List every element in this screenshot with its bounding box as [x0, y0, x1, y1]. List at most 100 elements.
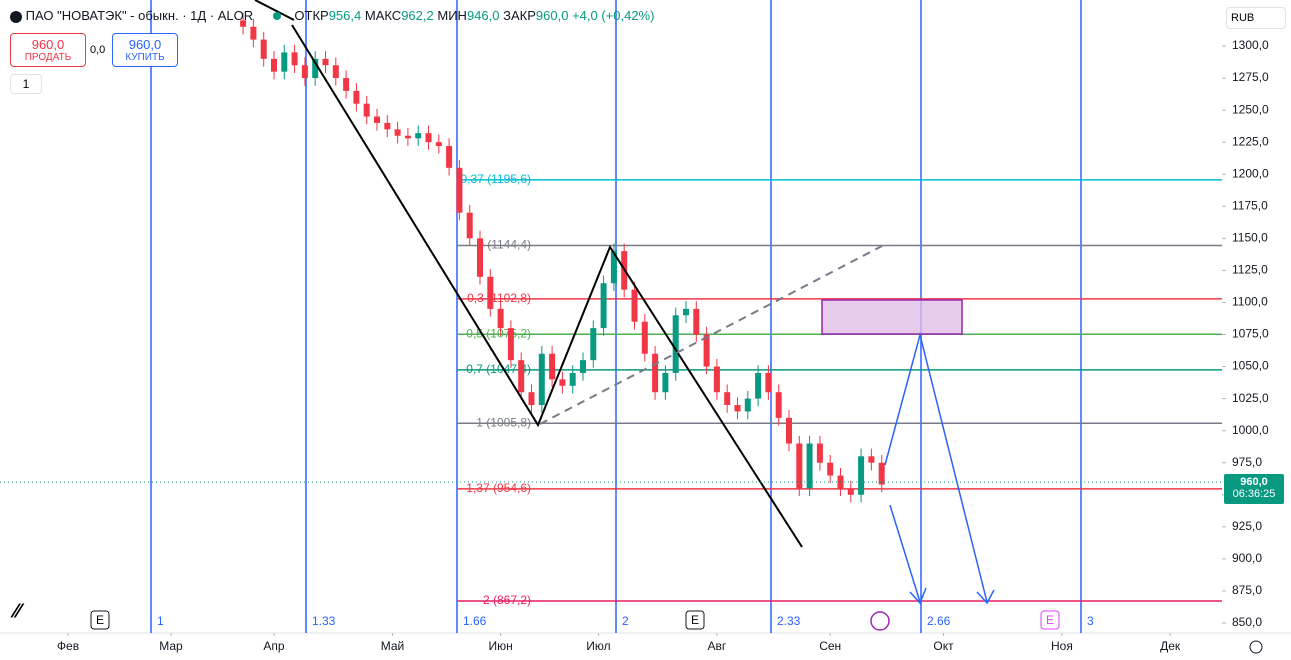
candle-body — [672, 315, 679, 373]
fib-label: 0,3 (1102,8) — [467, 291, 531, 305]
candle-body — [662, 372, 669, 393]
y-tick-label: 875,0 — [1232, 583, 1262, 597]
arrow-head — [909, 587, 927, 605]
currency-select[interactable]: RUB — [1226, 7, 1286, 29]
cycle-label: 1.66 — [463, 614, 487, 628]
x-tick-label: Апр — [263, 639, 285, 653]
y-tick-label: 1275,0 — [1232, 70, 1269, 84]
settings-icon[interactable] — [1249, 640, 1263, 654]
cycle-label: 2.33 — [777, 614, 801, 628]
candle-body — [641, 321, 648, 354]
y-tick-label: 850,0 — [1232, 615, 1262, 629]
fib-label: 1 (1005,8) — [476, 415, 531, 429]
x-tick-label: Дек — [1160, 639, 1181, 653]
candle-body — [559, 379, 566, 386]
candle-body — [518, 360, 525, 393]
buy-button[interactable]: 960,0 КУПИТЬ — [112, 33, 178, 67]
x-tick-label: Сен — [819, 639, 841, 653]
cycle-labels: 1 1.33 1.66 2 2.33 2.66 3 — [157, 614, 1094, 628]
candle-body — [260, 39, 267, 59]
y-tick-label: 1200,0 — [1232, 166, 1269, 180]
y-tick-label: 925,0 — [1232, 519, 1262, 533]
candle-body — [744, 398, 751, 412]
candle-body — [322, 58, 329, 66]
candle-body — [425, 133, 432, 143]
y-tick-label: 1050,0 — [1232, 359, 1269, 373]
event-label: E — [96, 613, 104, 627]
trend-line — [254, 0, 295, 21]
cycle-label: 3 — [1087, 614, 1094, 628]
y-tick-label: 1025,0 — [1232, 391, 1269, 405]
y-tick-label: 1250,0 — [1232, 102, 1269, 116]
symbol: ПАО "НОВАТЭК" - обыкн. · 1Д · ALOR — [25, 8, 254, 23]
event-icon[interactable] — [685, 610, 705, 630]
arrow-head — [976, 589, 995, 605]
candle-body — [250, 26, 257, 40]
x-tick-label: Май — [381, 639, 405, 653]
dividend-icon[interactable] — [870, 611, 890, 631]
candle-body — [858, 456, 865, 495]
candle-body — [281, 52, 288, 72]
ohlc-label: ОТКР — [294, 8, 329, 23]
change: +4,0 (+0,42%) — [572, 8, 655, 23]
fib-label: 0,5 (1075,2) — [466, 326, 531, 340]
candle-body — [590, 328, 597, 361]
candle-body — [713, 366, 720, 393]
candle-body — [477, 238, 483, 277]
event-icon[interactable] — [1040, 610, 1060, 630]
x-tick-label: Июл — [586, 639, 610, 653]
x-tick-label: Авг — [708, 639, 727, 653]
buy-label: КУПИТЬ — [125, 52, 165, 63]
spread: 0,0 — [90, 44, 106, 56]
candle-body — [703, 334, 710, 367]
candle-body — [827, 462, 834, 476]
candle-body — [343, 78, 350, 91]
fib-label: 0,37 (1195,6) — [461, 172, 532, 186]
price-tag-value: 960,0 — [1240, 475, 1268, 488]
candle-body — [271, 58, 277, 72]
candle-body — [332, 65, 339, 79]
y-tick-label: 1150,0 — [1232, 231, 1268, 245]
event-icons: E E E — [90, 610, 1060, 631]
candle-body — [631, 289, 638, 322]
candle-body — [569, 372, 576, 386]
ohlc-value: 960,0 — [535, 8, 569, 23]
candle-body — [868, 456, 875, 463]
candle-body — [755, 372, 762, 399]
ohlc-label: МИН — [437, 8, 467, 23]
y-tick-label: 900,0 — [1232, 551, 1262, 565]
candle-body — [415, 133, 422, 139]
ohlc-value: 962,2 — [401, 8, 434, 23]
candle-body — [291, 52, 298, 66]
symbol-header: ПАО "НОВАТЭК" - обыкн. · 1Д · ALOR ОТКР 9… — [10, 8, 654, 23]
candle-body — [435, 142, 442, 147]
sell-button[interactable]: 960,0 ПРОДАТЬ — [10, 33, 86, 67]
candle-body — [806, 443, 813, 489]
x-tick-label: Фев — [57, 639, 79, 653]
candle-body — [734, 405, 741, 412]
x-tick-label: Ноя — [1051, 639, 1073, 653]
candle-body — [446, 146, 453, 168]
currency: RUB — [1231, 12, 1255, 24]
price-tag: 960,0 06:36:25 — [1224, 473, 1284, 504]
event-icon[interactable] — [90, 610, 110, 630]
price-axis-bg — [1222, 0, 1291, 660]
candles — [240, 12, 885, 503]
y-tick-label: 1300,0 — [1232, 38, 1269, 52]
interval-toggle[interactable]: 1 — [10, 74, 42, 94]
ohlc-label: МАКС — [364, 8, 402, 23]
symbol-logo — [10, 10, 22, 23]
cycle-label: 1.33 — [312, 614, 336, 628]
buy-price: 960,0 — [128, 37, 162, 52]
y-tick-label: 1125,0 — [1232, 263, 1268, 277]
fib-label: 0,7 (1047,4) — [466, 362, 531, 376]
interval: 1 — [22, 77, 30, 91]
candle-body — [652, 353, 659, 393]
candle-body — [374, 116, 380, 123]
y-tick-label: 975,0 — [1232, 455, 1262, 469]
fib-label: 2 (867,2) — [483, 593, 531, 607]
candle-body — [240, 20, 247, 27]
candle-body — [404, 135, 411, 139]
fib-label: 0 (1144,4) — [477, 238, 531, 252]
